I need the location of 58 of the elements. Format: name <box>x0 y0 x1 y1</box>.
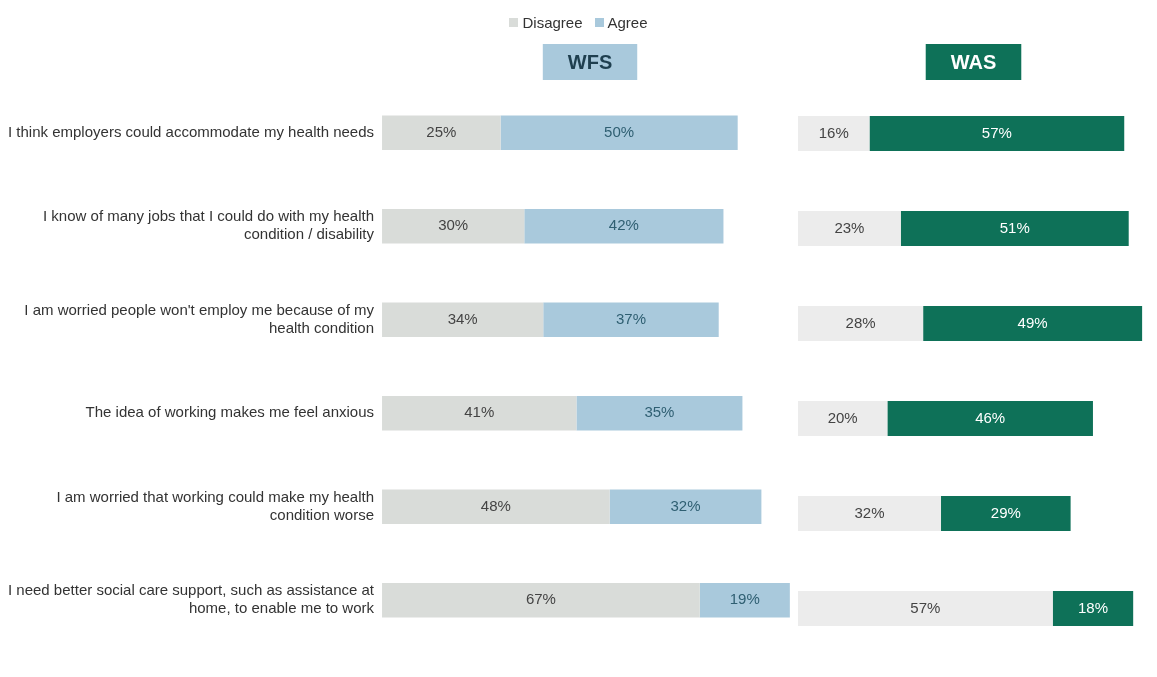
bar <box>382 489 610 525</box>
data-label: 35% <box>644 403 675 421</box>
bar <box>1052 590 1134 627</box>
bar <box>798 590 1053 627</box>
bar <box>900 210 1129 247</box>
legend-label: Disagree <box>522 13 583 31</box>
data-label: 57% <box>910 598 941 616</box>
bar <box>699 582 790 618</box>
data-label: 20% <box>827 408 858 426</box>
data-label: 67% <box>525 590 556 608</box>
data-label: 34% <box>447 309 478 327</box>
data-label: 42% <box>608 216 639 234</box>
bar <box>524 208 724 244</box>
bar <box>798 115 870 152</box>
legend-label: Agree <box>607 13 648 31</box>
bar <box>798 400 888 437</box>
bar <box>382 395 577 431</box>
bar <box>941 495 1071 532</box>
data-label: 32% <box>854 503 885 521</box>
data-label: 28% <box>845 313 876 331</box>
y-tick-label: I need better social care support, such as assistance at home, to enable me to work <box>7 581 375 617</box>
data-label: 37% <box>615 309 646 327</box>
bar <box>869 115 1125 152</box>
bar <box>382 208 525 244</box>
bar <box>923 305 1143 342</box>
data-label: 23% <box>834 218 865 236</box>
bar <box>798 495 942 532</box>
bar <box>576 395 743 431</box>
bar <box>500 115 738 151</box>
y-tick-label: The idea of working makes me feel anxious <box>85 403 375 421</box>
data-label: 50% <box>604 122 635 140</box>
bar <box>609 489 762 525</box>
data-label: 19% <box>729 590 760 608</box>
bar <box>798 305 924 342</box>
data-label: 32% <box>670 496 701 514</box>
chart-title: WFS <box>567 50 613 73</box>
data-label: 25% <box>426 122 457 140</box>
y-tick-label: I am worried people won't employ me because of my health condition <box>24 300 375 336</box>
y-tick-label: I am worried that working could make my health condition worse <box>56 487 375 523</box>
bar <box>543 302 719 338</box>
data-label: 51% <box>999 218 1030 236</box>
bar <box>382 302 544 338</box>
bar <box>382 115 501 151</box>
data-label: 29% <box>990 503 1021 521</box>
bar <box>887 400 1093 437</box>
y-tick-label: I know of many jobs that I could do with my health condition / disability <box>43 207 375 243</box>
bar <box>798 210 901 247</box>
data-label: 18% <box>1077 598 1108 616</box>
y-tick-label: I think employers could accommodate my health needs <box>8 122 375 140</box>
data-label: 49% <box>1017 313 1048 331</box>
bar <box>382 582 700 618</box>
chart-title: WAS <box>950 50 997 73</box>
data-label: 57% <box>981 123 1012 141</box>
data-label: 46% <box>975 408 1006 426</box>
data-label: 41% <box>464 403 495 421</box>
data-label: 48% <box>480 496 511 514</box>
data-label: 16% <box>818 123 849 141</box>
data-label: 30% <box>438 216 469 234</box>
